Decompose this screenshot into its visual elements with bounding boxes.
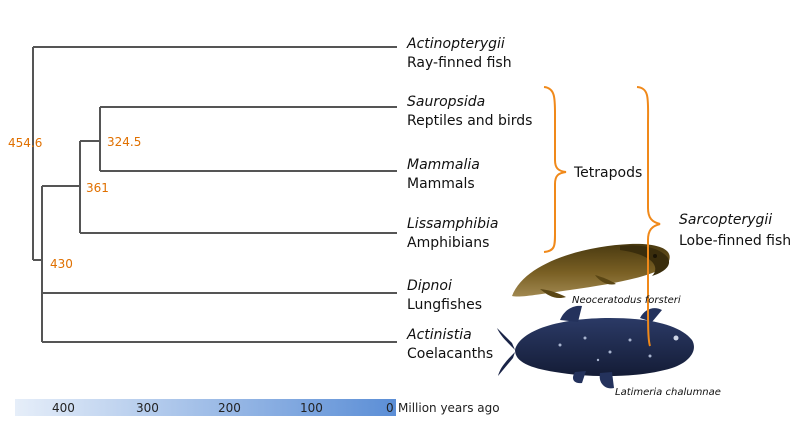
- time-tick: 300: [136, 401, 159, 415]
- taxon-common: Ray-finned fish: [407, 55, 512, 71]
- node-age-amniota: 324.5: [107, 135, 141, 149]
- lungfish-caption: Neoceratodus forsteri: [572, 295, 681, 306]
- lungfish-illustration: [512, 243, 670, 299]
- node-age-sarcopterygii: 430: [50, 257, 73, 271]
- tetrapods-label: Tetrapods: [573, 165, 642, 181]
- taxon-common: Mammals: [407, 176, 475, 192]
- time-scale-bar: [15, 399, 396, 416]
- tetrapods-bracket: [543, 86, 567, 253]
- tree-branches: [32, 46, 397, 343]
- sarcopterygii-bracket: [636, 86, 661, 347]
- taxon-latin: Actinopterygii: [406, 36, 505, 52]
- taxon-common: Lungfishes: [407, 297, 482, 313]
- time-scale: 400 300 200 100 0 Million years ago: [15, 399, 500, 416]
- time-tick: 200: [218, 401, 241, 415]
- taxon-latin: Mammalia: [407, 157, 480, 173]
- taxon-latin: Sauropsida: [407, 94, 485, 110]
- coelacanth-caption: Latimeria chalumnae: [615, 387, 721, 398]
- taxon-common: Amphibians: [407, 235, 489, 251]
- coelacanth-illustration: [497, 305, 694, 389]
- time-tick: 0: [386, 401, 394, 415]
- taxon-common: Coelacanths: [407, 346, 493, 362]
- time-tick: 400: [52, 401, 75, 415]
- taxon-latin: Actinistia: [406, 327, 472, 343]
- time-tick: 100: [300, 401, 323, 415]
- sarcopterygii-common-label: Lobe-finned fish: [679, 233, 791, 249]
- taxon-common: Reptiles and birds: [407, 113, 532, 129]
- group-brackets: [543, 86, 661, 347]
- taxon-latin: Lissamphibia: [407, 216, 499, 232]
- sarcopterygii-latin-label: Sarcopterygii: [679, 212, 772, 228]
- time-unit-label: Million years ago: [398, 401, 500, 415]
- taxon-latin: Dipnoi: [407, 278, 452, 294]
- node-age-root: 454.6: [8, 136, 42, 150]
- node-age-tetrapoda: 361: [86, 181, 109, 195]
